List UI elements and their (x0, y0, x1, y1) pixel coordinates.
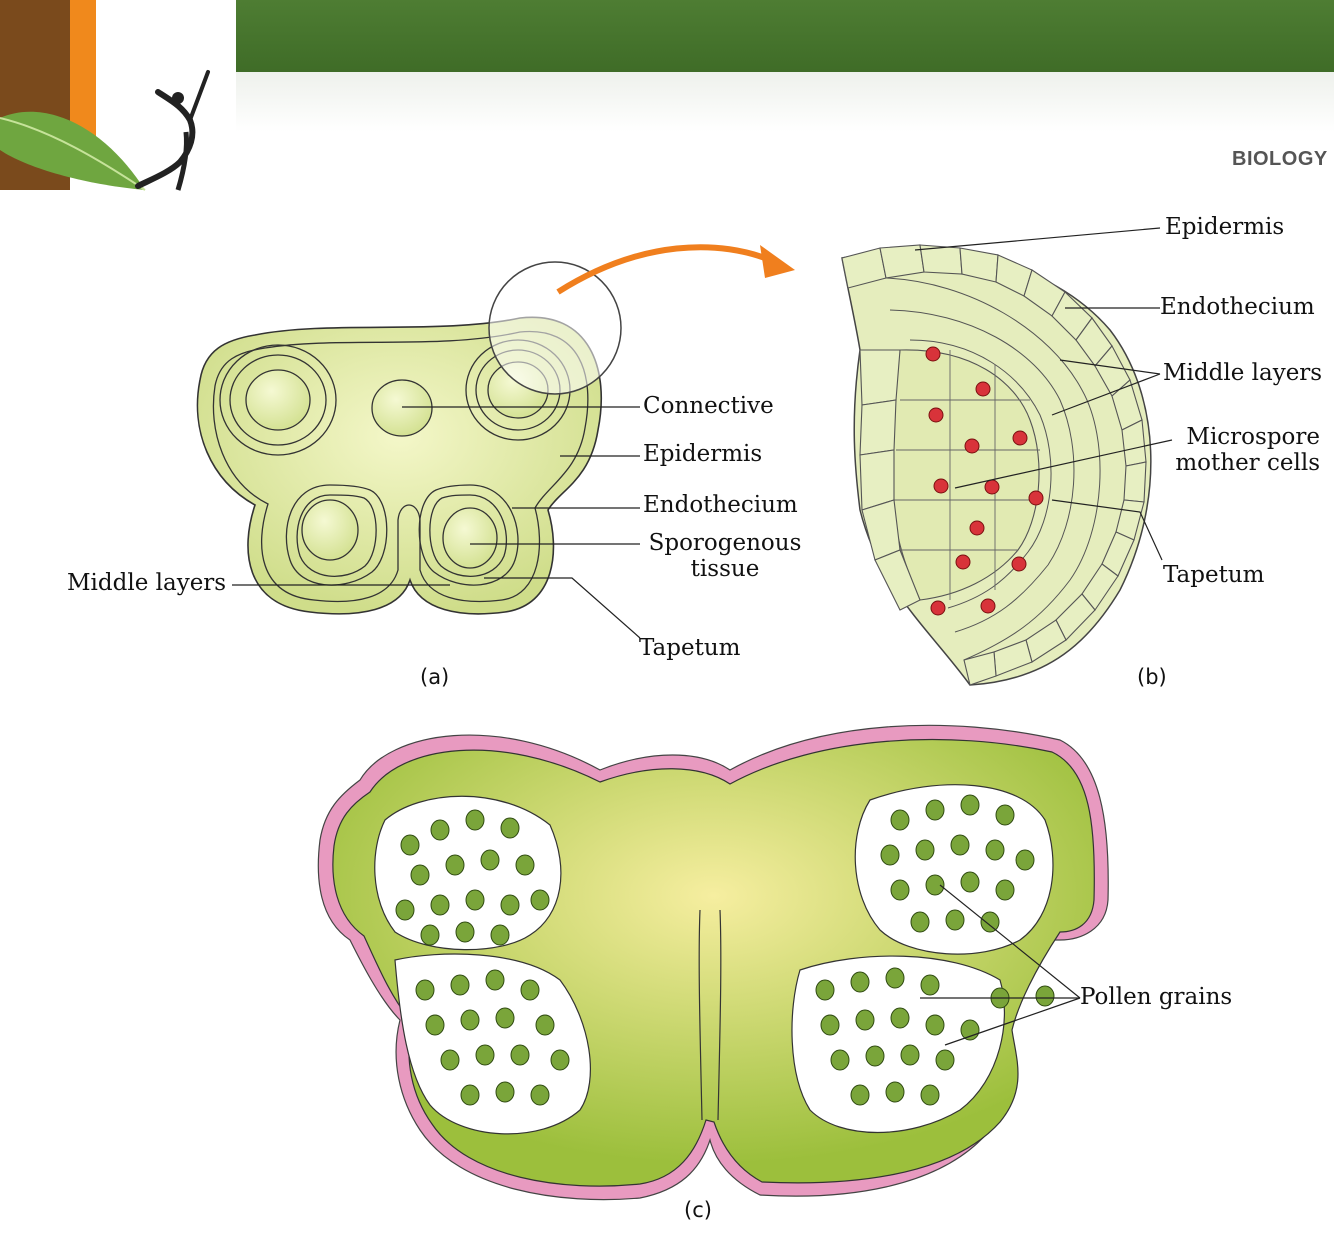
figure-icon (135, 89, 196, 189)
label-b-tapetum: Tapetum (1163, 562, 1265, 588)
middle-layer-lines (885, 277, 1101, 661)
pollen-leader-lines (920, 884, 1081, 1046)
connective (371, 379, 433, 437)
subject-title: BIOLOGY (1232, 148, 1328, 170)
label-a-middle-layers: Middle layers (67, 570, 227, 596)
locule-bottom-right (418, 484, 519, 586)
label-b-middle-layers: Middle layers (1163, 360, 1323, 386)
figure-c-diagram (317, 724, 1109, 1201)
header-banner (236, 0, 1334, 72)
figure-a-diagram (196, 244, 795, 639)
label-b-epidermis: Epidermis (1165, 214, 1285, 240)
zoom-circle (488, 261, 622, 395)
caption-a: (a) (420, 665, 450, 689)
header-banner-fade (236, 72, 1334, 132)
label-b-endothecium: Endothecium (1160, 294, 1315, 320)
wall-cells (841, 244, 1147, 686)
label-c-pollen-grains: Pollen grains (1080, 984, 1233, 1010)
label-a-connective: Connective (643, 393, 774, 419)
leaf-icon (0, 111, 145, 190)
label-a-sporogenous: Sporogenous tissue (648, 530, 802, 583)
pollen-grains (395, 794, 1055, 1106)
header-logo (0, 0, 210, 191)
label-a-tapetum: Tapetum (639, 635, 741, 661)
caption-c: (c) (684, 1198, 712, 1222)
label-a-epidermis: Epidermis (643, 441, 763, 467)
connective-groove (698, 909, 722, 1121)
caption-b: (b) (1137, 665, 1167, 689)
microspore-mother-cell-nuclei (925, 346, 1044, 616)
zoom-arrow (556, 244, 777, 295)
outer-left-cells (859, 349, 921, 611)
figure-b-diagram (841, 227, 1173, 686)
locule-bottom-left (285, 484, 388, 586)
locule-right-lower (791, 955, 1006, 1134)
locule-top-left (219, 344, 337, 456)
label-b-microspore: Microspore mother cells (1175, 424, 1320, 477)
label-a-endothecium: Endothecium (643, 492, 798, 518)
